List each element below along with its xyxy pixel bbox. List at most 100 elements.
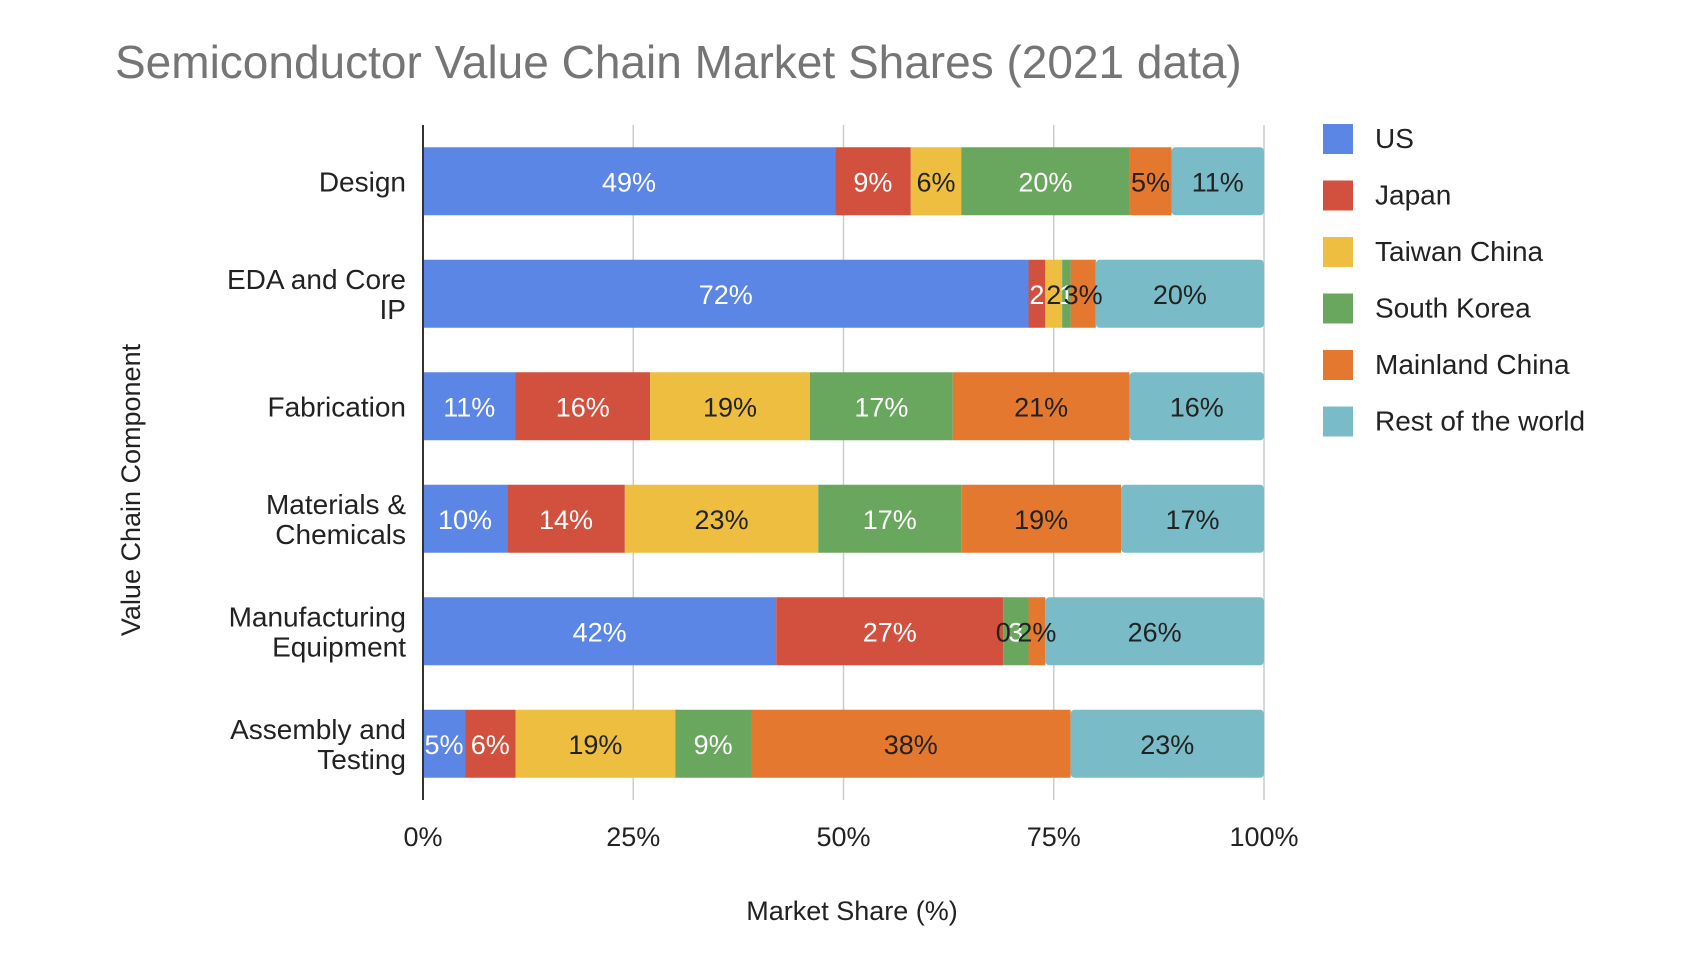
data-label: 0 xyxy=(996,617,1011,647)
legend-swatch xyxy=(1323,293,1353,324)
bar-segment xyxy=(1070,259,1096,328)
data-label: 16% xyxy=(556,392,610,422)
legend-label: Taiwan China xyxy=(1375,236,1544,267)
x-tick-label: 75% xyxy=(1027,822,1081,852)
data-labels: 49% 9% 6% 20% 5% 11% 72% 2 213% 20% 11% 16% 19% 17% 21… xyxy=(425,167,1244,760)
category-label: Assembly and xyxy=(230,714,406,745)
bar-segment xyxy=(515,709,676,778)
bar-segment xyxy=(750,709,1071,778)
category-label: Fabrication xyxy=(267,391,406,422)
y-axis-title: Value Chain Component xyxy=(116,343,146,636)
legend-swatch xyxy=(1323,350,1353,380)
bars xyxy=(423,147,1264,778)
bar-segment xyxy=(835,147,911,216)
category-label: Equipment xyxy=(272,631,406,662)
data-label: 19% xyxy=(703,392,757,422)
data-label: 27% xyxy=(863,617,917,647)
category-label: EDA and Core xyxy=(227,264,406,295)
data-label: 2 xyxy=(1046,280,1061,310)
data-label: 16% xyxy=(1170,392,1224,422)
data-label: 17% xyxy=(863,505,917,535)
legend-label: Rest of the world xyxy=(1375,406,1585,437)
data-label: 1 xyxy=(1059,280,1074,310)
x-tick-label: 100% xyxy=(1229,822,1298,852)
category-label: Design xyxy=(319,166,406,197)
data-label: 3% xyxy=(1064,280,1103,310)
bar-segment xyxy=(1171,147,1264,216)
legend-swatch xyxy=(1323,180,1353,211)
data-label: 11% xyxy=(443,392,495,422)
data-label: 5% xyxy=(425,730,464,760)
data-label: 14% xyxy=(539,505,593,535)
data-label: 21% xyxy=(1014,392,1068,422)
category-label: Materials & xyxy=(266,489,406,520)
bar-segment xyxy=(423,372,516,441)
data-label: 42% xyxy=(573,617,627,647)
data-label: 49% xyxy=(602,167,656,197)
data-label: 26% xyxy=(1128,617,1182,647)
x-tick-label: 25% xyxy=(606,822,660,852)
bar-segment xyxy=(1062,259,1071,328)
data-label: 17% xyxy=(1165,505,1219,535)
legend-swatch xyxy=(1323,124,1353,154)
bar-segment xyxy=(910,147,962,216)
bar-segment xyxy=(423,597,777,666)
bar-segment xyxy=(961,147,1130,216)
x-tick-labels: 0% 25% 50% 75% 100% xyxy=(403,822,1298,852)
data-label: 6% xyxy=(916,167,955,197)
bar-segment xyxy=(961,484,1122,553)
category-label: IP xyxy=(380,294,406,325)
legend-label: South Korea xyxy=(1375,293,1531,324)
data-label: 6% xyxy=(471,730,510,760)
chart-title: Semiconductor Value Chain Market Shares … xyxy=(115,36,1242,88)
data-label: 9% xyxy=(694,730,733,760)
bar-segment xyxy=(1028,259,1046,328)
bar-segment xyxy=(1129,147,1172,216)
bar-segment xyxy=(809,372,953,441)
x-axis-title: Market Share (%) xyxy=(746,896,958,926)
data-label: 19% xyxy=(568,730,622,760)
data-label: 20% xyxy=(1018,167,1072,197)
data-label: 23% xyxy=(695,505,749,535)
bar-segment xyxy=(465,709,516,778)
data-label: 11% xyxy=(1192,167,1244,197)
bar-segment xyxy=(1095,259,1264,328)
gridlines xyxy=(632,125,1265,800)
bar-segment xyxy=(624,484,819,553)
data-label: 10% xyxy=(438,505,492,535)
legend-label: Mainland China xyxy=(1375,349,1570,380)
legend-label: Japan xyxy=(1375,180,1451,211)
data-label: 20% xyxy=(1153,280,1207,310)
bar-segment xyxy=(776,597,1004,666)
category-label: Testing xyxy=(317,744,406,775)
data-label: 38% xyxy=(884,730,938,760)
category-label: Manufacturing xyxy=(229,601,406,632)
data-label: 17% xyxy=(854,392,908,422)
bar-segment xyxy=(1003,597,1029,666)
legend-swatch xyxy=(1323,237,1353,267)
bar-segment xyxy=(423,147,836,216)
data-label: 5% xyxy=(1131,167,1170,197)
data-label: 2% xyxy=(1017,617,1056,647)
bar-segment xyxy=(1028,597,1046,666)
bar-segment xyxy=(1045,259,1063,328)
bar-segment xyxy=(675,709,751,778)
bar-segment xyxy=(507,484,625,553)
x-tick-label: 50% xyxy=(816,822,870,852)
data-label: 9% xyxy=(853,167,892,197)
bar-segment xyxy=(423,484,508,553)
bar-segment xyxy=(1121,484,1264,553)
bar-segment xyxy=(650,372,810,441)
category-label: Chemicals xyxy=(275,519,406,550)
x-tick-label: 0% xyxy=(403,822,442,852)
legend: US Japan Taiwan China South Korea Mainland C… xyxy=(1323,123,1585,437)
data-label: 23% xyxy=(1140,730,1194,760)
bar-segment xyxy=(1045,597,1264,666)
bar-segment xyxy=(952,372,1130,441)
bar-segment xyxy=(423,709,466,778)
legend-label: US xyxy=(1375,123,1414,154)
data-label: 72% xyxy=(699,280,753,310)
data-label: 3 xyxy=(1008,617,1023,647)
